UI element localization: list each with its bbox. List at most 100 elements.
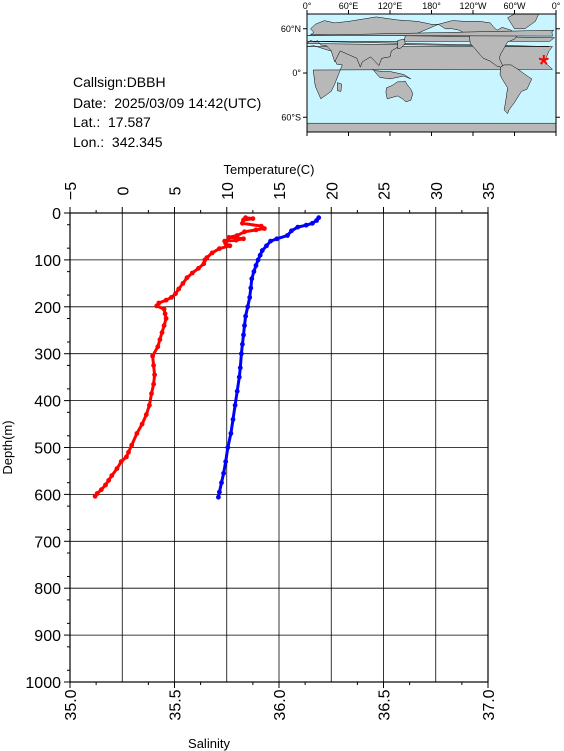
salinity-point bbox=[230, 417, 236, 422]
temperature-tick-label: 0 bbox=[115, 186, 132, 195]
temperature-point bbox=[242, 229, 247, 235]
location-map: 0° 60°E 120°E 180° 120°W 60°W 0° 60°N 0° 60°S bbox=[281, 1, 561, 136]
temperature-point bbox=[150, 353, 156, 359]
salinity-point bbox=[274, 236, 280, 242]
temperature-point bbox=[223, 241, 229, 246]
salinity-point bbox=[259, 248, 265, 253]
temperature-point bbox=[233, 237, 239, 243]
salinity-point bbox=[251, 269, 257, 274]
salinity-tick-label: 36.5 bbox=[377, 689, 394, 720]
salinity-point bbox=[314, 218, 319, 223]
salinity-point bbox=[236, 374, 242, 380]
salinity-point bbox=[247, 295, 253, 300]
depth-tick-label: 500 bbox=[34, 441, 61, 458]
temperature-point bbox=[149, 391, 154, 396]
temperature-point bbox=[118, 459, 124, 464]
temperature-point bbox=[250, 216, 256, 222]
temperature-point bbox=[106, 477, 112, 483]
temperature-point bbox=[253, 227, 259, 233]
salinity-point bbox=[225, 445, 231, 450]
longitude-text: Lon.: 342.345 bbox=[73, 134, 163, 150]
depth-tick-label: 1000 bbox=[25, 675, 61, 692]
salinity-point bbox=[257, 252, 263, 258]
map-lat-label: 0° bbox=[292, 68, 301, 78]
map-lon-label: 0° bbox=[303, 1, 312, 11]
salinity-point bbox=[228, 431, 234, 436]
temperature-point bbox=[114, 466, 120, 471]
salinity-point bbox=[221, 470, 227, 476]
depth-tick-label: 400 bbox=[34, 394, 61, 411]
salinity-point bbox=[310, 220, 315, 226]
salinity-point bbox=[237, 365, 243, 371]
temperature-point bbox=[163, 316, 169, 321]
map-lat-label: 60°S bbox=[281, 112, 301, 122]
salinity-point bbox=[285, 233, 290, 238]
depth-tick-label: 300 bbox=[34, 347, 61, 364]
map-landmass bbox=[337, 82, 342, 92]
temperature-point bbox=[155, 344, 161, 350]
temperature-point bbox=[196, 265, 201, 271]
salinity-point bbox=[240, 341, 245, 347]
salinity-point bbox=[241, 332, 246, 338]
temperature-profile-line bbox=[93, 216, 266, 498]
salinity-point bbox=[216, 494, 221, 500]
temperature-point bbox=[162, 311, 168, 317]
salinity-point bbox=[253, 263, 259, 268]
salinity-point bbox=[232, 402, 238, 408]
temperature-point bbox=[201, 261, 207, 267]
salinity-point bbox=[217, 489, 222, 495]
temperature-point bbox=[226, 235, 232, 240]
depth-tick-label: 800 bbox=[34, 581, 61, 598]
temperature-tick-label: 15 bbox=[272, 182, 289, 200]
map-lon-label: 60°W bbox=[503, 1, 526, 11]
temperature-point bbox=[161, 323, 167, 328]
temperature-point bbox=[157, 337, 163, 342]
temperature-tick-label: 30 bbox=[429, 182, 446, 200]
temperature-point bbox=[202, 257, 208, 263]
temperature-point bbox=[143, 412, 149, 418]
temperature-point bbox=[189, 270, 195, 276]
temperature-axis-label: Temperature(C) bbox=[223, 162, 314, 177]
salinity-point bbox=[255, 257, 261, 263]
temperature-point bbox=[98, 487, 104, 493]
depth-tick-label: 600 bbox=[34, 487, 61, 504]
map-landmass bbox=[372, 69, 411, 80]
salinity-point bbox=[239, 351, 244, 357]
temperature-point bbox=[163, 297, 169, 303]
temperature-tick-label: 20 bbox=[324, 182, 341, 200]
temperature-point bbox=[147, 402, 152, 408]
depth-tick-label: 900 bbox=[34, 628, 61, 645]
temperature-point bbox=[241, 236, 246, 242]
salinity-point bbox=[289, 228, 294, 234]
map-lon-label: 120°E bbox=[378, 1, 403, 11]
temperature-tick-label: −5 bbox=[63, 182, 80, 200]
temperature-point bbox=[92, 493, 98, 499]
map-landmass bbox=[499, 64, 533, 115]
salinity-point bbox=[219, 480, 224, 486]
station-marker bbox=[538, 54, 549, 65]
salinity-point bbox=[245, 304, 251, 310]
salinity-point bbox=[242, 323, 247, 328]
depth-tick-label: 0 bbox=[52, 206, 61, 223]
temperature-point bbox=[227, 243, 233, 249]
salinity-tick-label: 36.0 bbox=[272, 689, 289, 720]
map-lon-label: 180° bbox=[422, 1, 441, 11]
temperature-point bbox=[173, 291, 178, 297]
salinity-point bbox=[243, 313, 249, 319]
depth-tick-label: 100 bbox=[34, 253, 61, 270]
map-lon-label: 120°W bbox=[459, 1, 487, 11]
temperature-point bbox=[161, 306, 167, 312]
callsign-text: Callsign:DBBH bbox=[73, 74, 166, 90]
temperature-point bbox=[159, 330, 165, 335]
temperature-point bbox=[152, 372, 158, 378]
salinity-tick-label: 35.0 bbox=[63, 689, 80, 720]
salinity-point bbox=[268, 238, 273, 244]
salinity-point bbox=[223, 459, 229, 464]
temperature-tick-label: 10 bbox=[220, 182, 237, 200]
temperature-point bbox=[134, 431, 140, 436]
temperature-point bbox=[176, 286, 182, 292]
temperature-tick-label: 5 bbox=[168, 186, 185, 195]
depth-axis-label: Depth(m) bbox=[0, 420, 15, 474]
salinity-point bbox=[264, 243, 269, 249]
temperature-point bbox=[169, 295, 174, 300]
